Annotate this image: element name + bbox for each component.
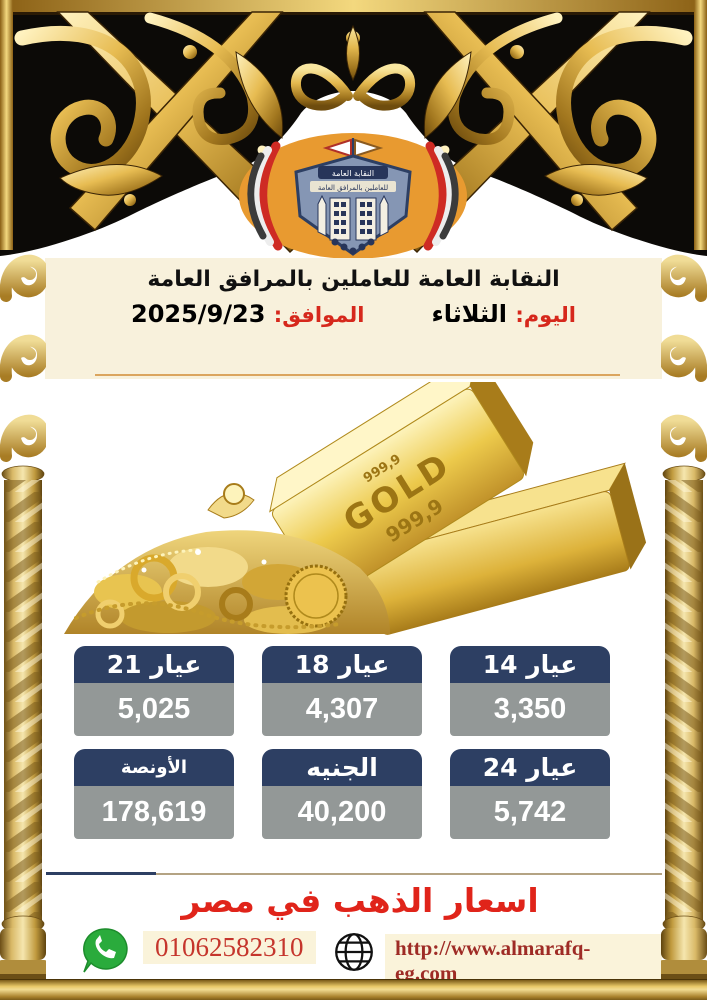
gold-price-table: عيار 14 3,350 عيار 18 4,307 عيار 21 5,02…	[74, 646, 610, 839]
rope-column-right	[661, 254, 707, 980]
price-label: عيار 21	[74, 646, 234, 683]
phone-number-link[interactable]: 01062582310	[143, 931, 316, 964]
contact-row: 01062582310 http://www.almarafq-eg.com	[45, 925, 662, 988]
bottom-gold-bar	[0, 979, 707, 1000]
price-value: 5,025	[74, 683, 234, 736]
price-box-karat-14: عيار 14 3,350	[450, 646, 610, 736]
price-label: عيار 18	[262, 646, 422, 683]
whatsapp-icon	[83, 928, 128, 973]
day-value: الثلاثاء	[431, 300, 508, 328]
price-label: الأونصة	[74, 749, 234, 786]
price-box-karat-21: عيار 21 5,025	[74, 646, 234, 736]
price-value: 5,742	[450, 786, 610, 839]
globe-icon	[335, 933, 373, 971]
day-group: اليوم: الثلاثاء	[431, 300, 576, 328]
header-band: النقابة العامة للعاملين بالمرافق العامة …	[45, 258, 662, 379]
union-logo: النقابة العامة للعاملين بالمرافق العامة	[239, 133, 467, 259]
separator-navy-segment	[46, 872, 156, 875]
price-box-ounce: الأونصة 178,619	[74, 749, 234, 839]
date-value: 2025/9/23	[131, 300, 266, 328]
price-value: 3,350	[450, 683, 610, 736]
day-label: اليوم:	[515, 303, 576, 327]
logo-text-line1: النقابة العامة	[332, 169, 374, 178]
price-label: عيار 24	[450, 749, 610, 786]
logo-text-line2: للعاملين بالمرافق العامة	[318, 184, 388, 192]
price-box-karat-24: عيار 24 5,742	[450, 749, 610, 839]
price-box-pound: الجنيه 40,200	[262, 749, 422, 839]
price-value: 40,200	[262, 786, 422, 839]
organization-title: النقابة العامة للعاملين بالمرافق العامة	[147, 267, 560, 292]
price-label: الجنيه	[262, 749, 422, 786]
price-label: عيار 14	[450, 646, 610, 683]
rope-column-left	[0, 254, 46, 980]
gold-bars-illustration: 999,9 GOLD 999,9	[64, 382, 647, 635]
price-box-karat-18: عيار 18 4,307	[262, 646, 422, 736]
gold-bar-front: 999,9 GOLD 999,9	[269, 382, 534, 600]
jewelry-pile	[64, 483, 390, 634]
date-group: الموافق: 2025/9/23	[131, 300, 364, 328]
center-crest	[290, 24, 416, 111]
separator-tan-segment	[156, 873, 662, 875]
price-value: 4,307	[262, 683, 422, 736]
date-underline	[95, 374, 620, 376]
footer-separator	[46, 872, 662, 875]
footer-title: اسعار الذهب في مصر	[181, 881, 539, 920]
date-label: الموافق:	[273, 303, 365, 327]
price-value: 178,619	[74, 786, 234, 839]
date-row: اليوم: الثلاثاء الموافق: 2025/9/23	[45, 292, 662, 328]
